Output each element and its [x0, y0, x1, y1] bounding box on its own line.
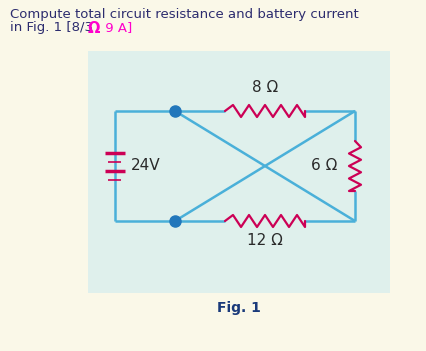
- Text: 24V: 24V: [131, 159, 160, 173]
- Text: 6 Ω: 6 Ω: [310, 159, 336, 173]
- Text: Fig. 1: Fig. 1: [216, 301, 260, 315]
- Text: Compute total circuit resistance and battery current: Compute total circuit resistance and bat…: [10, 8, 358, 21]
- FancyBboxPatch shape: [88, 51, 389, 293]
- Text: 12 Ω: 12 Ω: [247, 233, 282, 248]
- Text: 8 Ω: 8 Ω: [251, 80, 277, 95]
- Text: 9 A]: 9 A]: [101, 21, 132, 34]
- Text: in Fig. 1 [8/3: in Fig. 1 [8/3: [10, 21, 97, 34]
- Text: Ω: Ω: [88, 21, 100, 36]
